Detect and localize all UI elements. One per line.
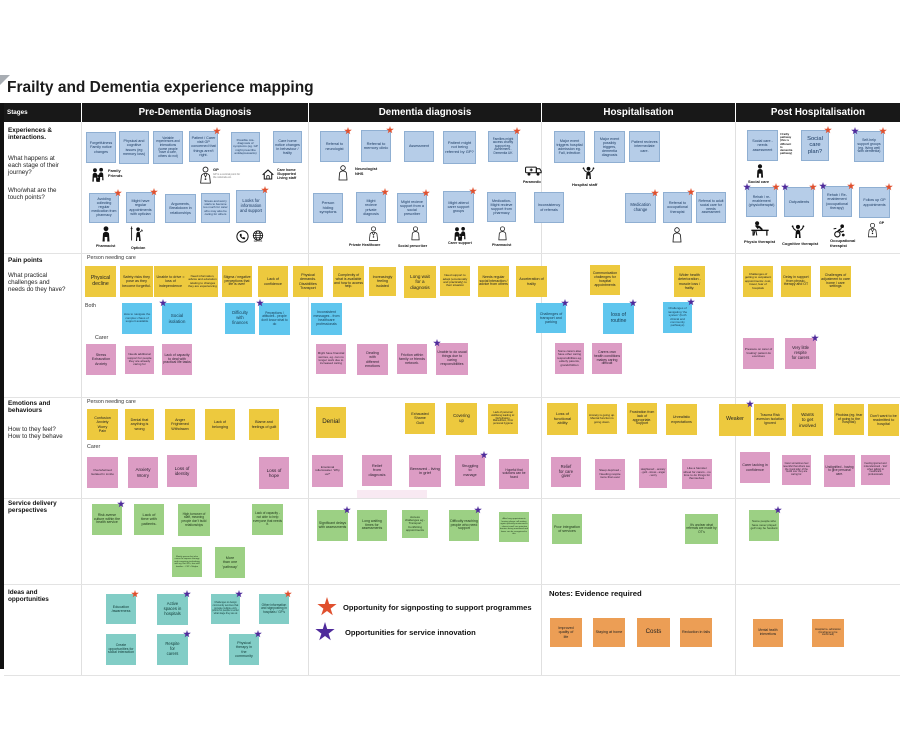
svg-text:Dem.UK: Dem.UK <box>254 241 263 243</box>
